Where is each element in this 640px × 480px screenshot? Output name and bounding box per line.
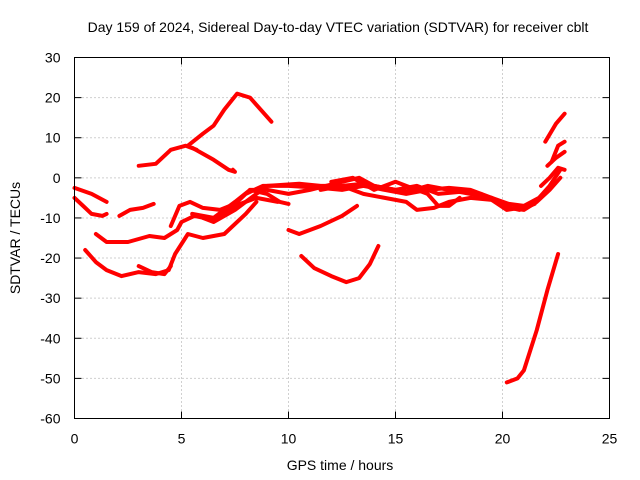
series-arc-12 [248,187,291,206]
series-arc-22 [539,165,567,188]
x-tick-label: 0 [71,431,79,447]
y-tick-label: -30 [40,290,60,306]
y-tick-label: 30 [45,50,61,66]
x-axis-label: GPS time / hours [287,457,394,473]
x-tick-label: 20 [495,431,511,447]
series-arc-3 [93,195,280,244]
y-tick-label: -50 [40,370,60,386]
series-arc-21 [545,149,567,168]
chart-title: Day 159 of 2024, Sidereal Day-to-day VTE… [88,19,589,35]
series-arc-10 [318,183,522,212]
y-tick-label: 10 [45,130,61,146]
series-arc-17 [299,244,381,285]
axis-ticks: -60 -50 -40 -30 -20 -10 0 10 20 30 0 5 10 15 20 25 [40,50,617,447]
series-arc-18 [504,252,561,385]
plot-series [72,91,567,385]
grid [74,57,610,419]
y-tick-label: -60 [40,411,60,427]
plot-frame [74,57,610,419]
series-arc-5 [136,264,173,277]
x-tick-label: 5 [178,431,186,447]
series-arc-1 [72,185,109,204]
y-tick-label: -20 [40,250,60,266]
series-arc-20 [549,139,567,164]
y-tick-label: 20 [45,90,61,106]
x-tick-label: 10 [281,431,297,447]
series-arc-16 [286,203,359,236]
series-arc-2 [72,195,109,218]
series-arc-19 [543,111,567,144]
series-arc-14 [190,145,237,174]
y-tick-label: -10 [40,210,60,226]
y-tick-label: 0 [53,170,61,186]
series-arc-13 [136,143,199,168]
series-arc-9 [190,175,537,220]
y-axis-label: SDTVAR / TECUs [7,182,23,294]
series-arc-6 [117,201,156,218]
series-arc-11 [329,175,462,208]
x-tick-label: 15 [388,431,404,447]
series-arc-15 [185,91,274,148]
y-tick-label: -40 [40,330,60,346]
x-tick-label: 25 [602,431,618,447]
